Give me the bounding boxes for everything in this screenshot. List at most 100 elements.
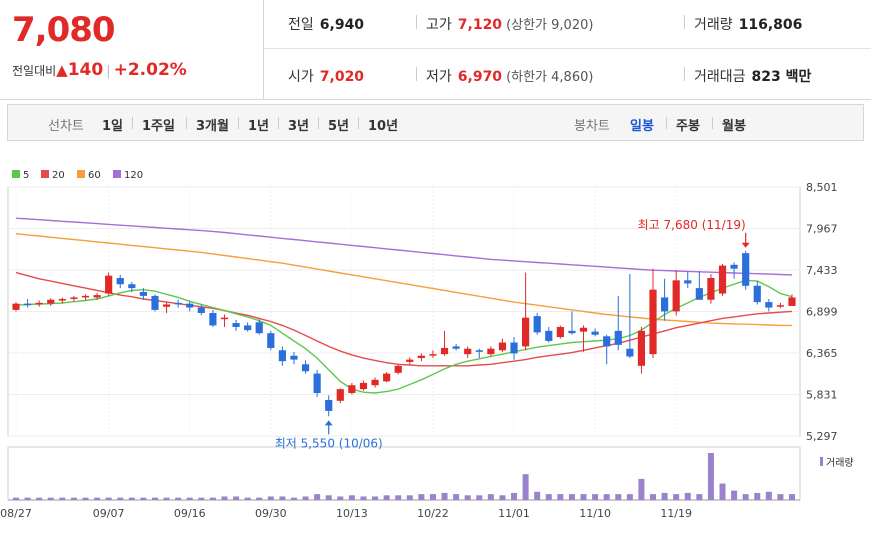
volume-bar: [765, 491, 772, 500]
candle-body: [464, 348, 472, 355]
volume-bar: [661, 492, 668, 500]
candle-body: [290, 355, 298, 360]
volume-legend-swatch: [820, 457, 823, 466]
volume-bar: [337, 496, 344, 500]
candle-body: [475, 350, 483, 352]
candle-body: [116, 278, 124, 285]
candle-body: [498, 342, 507, 351]
candle-body: [579, 327, 588, 332]
candle-body: [510, 342, 518, 354]
candle-body: [765, 302, 773, 308]
volume-bar: [383, 495, 390, 500]
candle-body: [545, 330, 553, 341]
stat-sub: (하한가 4,860): [506, 70, 594, 85]
candle-body: [371, 379, 379, 386]
candle-body: [325, 400, 333, 411]
volume-bar: [290, 497, 297, 500]
stat-value: 6,940: [319, 17, 365, 33]
candle-body: [406, 359, 414, 362]
high-annotation: 최고 7,680 (11/19): [638, 218, 746, 232]
ma-120-line: [15, 217, 793, 276]
candle-body: [394, 365, 402, 373]
period-1y-button[interactable]: 1년: [248, 119, 270, 134]
volume-bar: [209, 497, 216, 500]
stat-value: 116,806: [738, 17, 803, 33]
volume-bar: [545, 494, 552, 500]
candle-body: [58, 298, 66, 301]
candle-body: [128, 284, 136, 289]
volume-bar: [580, 494, 587, 500]
volume-bar: [267, 496, 274, 500]
stat-amount: 거래대금 823 백만: [694, 66, 811, 86]
volume-bar: [59, 497, 66, 500]
volume-bar: [198, 497, 205, 500]
stat-label: 전일: [288, 17, 314, 33]
candle-body: [383, 373, 391, 382]
volume-bar: [731, 490, 738, 500]
quote-header: 7,080 전일대비▲140 | +2.02% 전일 6,940 고가 7,120 (상한…: [0, 0, 871, 100]
candle-body: [614, 330, 622, 345]
candle-body: [278, 350, 286, 362]
candle-weekly-button[interactable]: 주봉: [676, 119, 700, 134]
candle-body: [626, 348, 634, 357]
candle-body: [718, 265, 727, 294]
volume-bar: [151, 497, 158, 500]
volume-bar: [94, 497, 101, 500]
volume-legend-label: 거래량: [826, 457, 854, 469]
volume-bar: [684, 492, 691, 500]
volume-bar: [244, 497, 251, 500]
candle-body: [255, 322, 263, 334]
volume-bar: [325, 495, 332, 500]
legend-swatch: [113, 170, 121, 178]
candle-body: [533, 316, 541, 333]
candle-body: [522, 317, 530, 347]
stat-prev-close: 전일 6,940: [288, 14, 364, 34]
volume-bar: [499, 495, 506, 500]
candle-monthly-button[interactable]: 월봉: [722, 119, 746, 134]
period-1w-button[interactable]: 1주일: [142, 119, 175, 134]
volume-bar: [395, 495, 402, 500]
period-10y-button[interactable]: 10년: [368, 119, 399, 134]
y-tick-label: 5,831: [806, 389, 838, 402]
volume-bar: [696, 494, 703, 500]
stat-label: 거래량: [694, 17, 733, 33]
ma-5-line: [15, 279, 793, 394]
ma-60-line: [15, 233, 792, 327]
candle-body: [661, 297, 669, 312]
candle-body: [417, 355, 425, 359]
volume-bar: [418, 494, 425, 500]
stat-label: 시가: [288, 69, 314, 85]
volume-bar: [615, 494, 622, 500]
volume-bar: [453, 494, 460, 500]
candle-body: [151, 295, 159, 310]
x-tick-label: 09/16: [174, 507, 206, 520]
stat-value: 7,120: [457, 17, 503, 33]
period-5y-button[interactable]: 5년: [328, 119, 350, 134]
candle-body: [603, 336, 611, 347]
volume-bar: [140, 497, 147, 500]
candle-body: [591, 331, 599, 335]
stat-value: 823 백만: [751, 69, 812, 85]
candle-body: [429, 354, 437, 356]
stat-value: 7,020: [319, 69, 365, 85]
y-tick-label: 7,433: [806, 264, 838, 277]
volume-bar: [789, 494, 795, 500]
volume-bar: [314, 494, 321, 500]
period-1d-button[interactable]: 1일: [102, 119, 124, 134]
period-3y-button[interactable]: 3년: [288, 119, 310, 134]
volume-bar: [105, 497, 112, 500]
candle-body: [556, 326, 564, 338]
current-price: 7,080: [12, 10, 116, 50]
low-annotation: 최저 5,550 (10/06): [275, 436, 383, 450]
period-3m-button[interactable]: 3개월: [196, 119, 229, 134]
stat-low: 저가 6,970 (하한가 4,860): [426, 66, 593, 86]
candle-body: [788, 297, 796, 306]
legend-label: 5: [23, 170, 29, 181]
volume-bar: [707, 453, 714, 500]
stat-volume: 거래량 116,806: [694, 14, 802, 34]
volume-bar: [534, 491, 541, 500]
volume-bar: [406, 495, 413, 500]
candle-body: [487, 348, 495, 355]
x-tick-label: 10/13: [336, 507, 368, 520]
candle-daily-button[interactable]: 일봉: [630, 119, 654, 134]
